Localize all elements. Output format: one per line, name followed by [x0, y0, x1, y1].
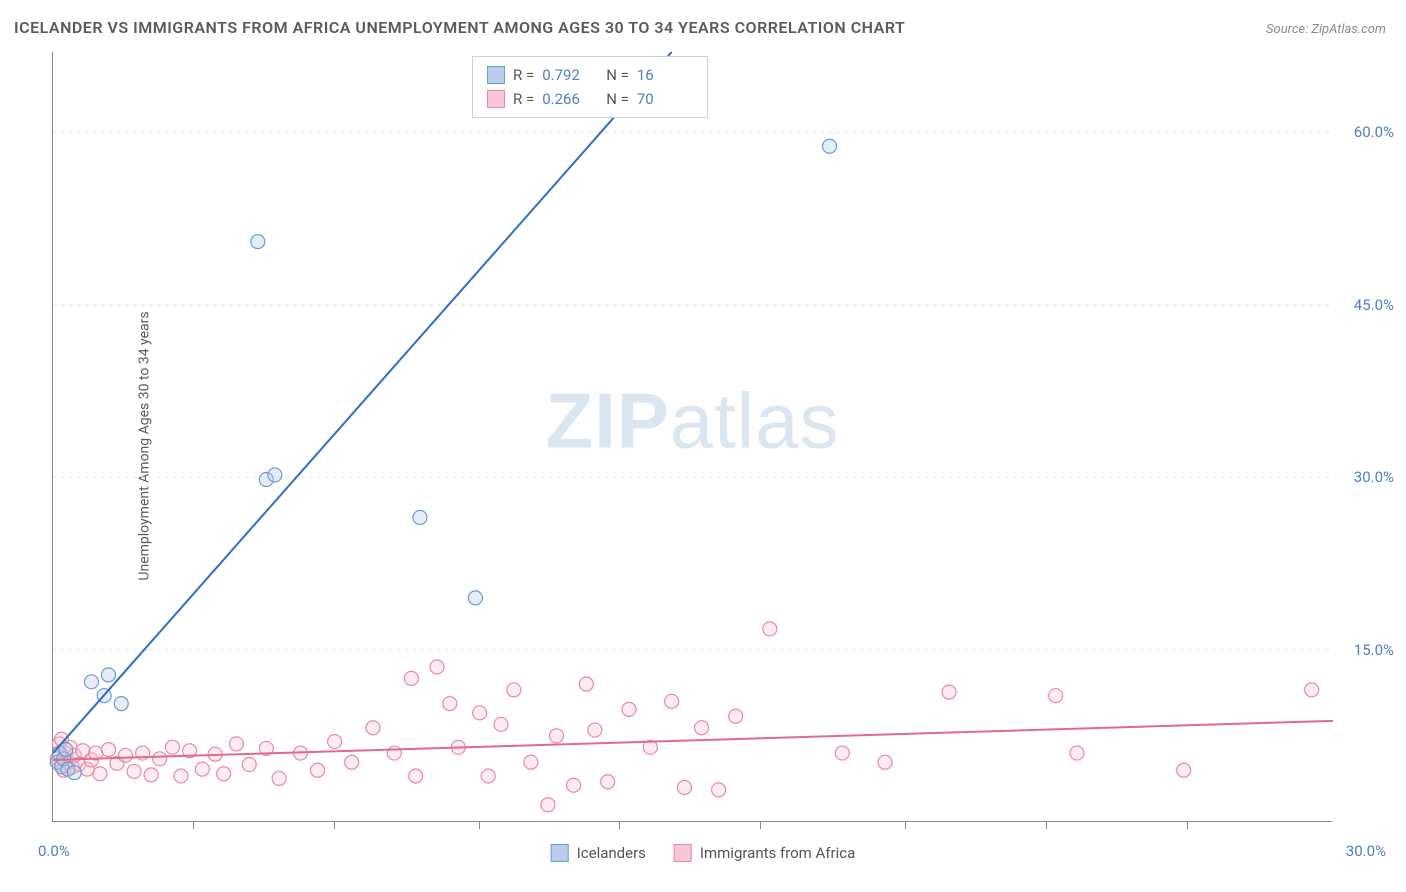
x-origin-label: 0.0%: [38, 842, 70, 860]
swatch-icelanders: [487, 66, 505, 84]
y-tick-label: 60.0%: [1354, 123, 1394, 141]
legend-item-africa: Immigrants from Africa: [674, 844, 855, 862]
swatch-icelanders: [551, 844, 569, 862]
swatch-africa: [674, 844, 692, 862]
legend-label: Immigrants from Africa: [700, 844, 855, 862]
chart-title: ICELANDER VS IMMIGRANTS FROM AFRICA UNEM…: [14, 18, 905, 37]
legend-label: Icelanders: [577, 844, 646, 862]
r-value: 0.792: [542, 66, 598, 84]
legend-item-icelanders: Icelanders: [551, 844, 646, 862]
source-attribution: Source: ZipAtlas.com: [1266, 22, 1386, 37]
legend-row-africa: R = 0.266 N = 70: [487, 87, 693, 111]
r-value: 0.266: [542, 90, 598, 108]
y-tick-label: 15.0%: [1354, 641, 1394, 659]
swatch-africa: [487, 90, 505, 108]
scatter-plot: ZIPatlas: [52, 52, 1332, 822]
legend-row-icelanders: R = 0.792 N = 16: [487, 63, 693, 87]
series-legend: Icelanders Immigrants from Africa: [551, 844, 856, 862]
y-tick-label: 45.0%: [1354, 296, 1394, 314]
n-value: 16: [637, 66, 693, 84]
x-max-label: 30.0%: [1346, 842, 1386, 860]
y-tick-label: 30.0%: [1354, 468, 1394, 486]
n-value: 70: [637, 90, 693, 108]
correlation-legend: R = 0.792 N = 16 R = 0.266 N = 70: [472, 56, 708, 118]
